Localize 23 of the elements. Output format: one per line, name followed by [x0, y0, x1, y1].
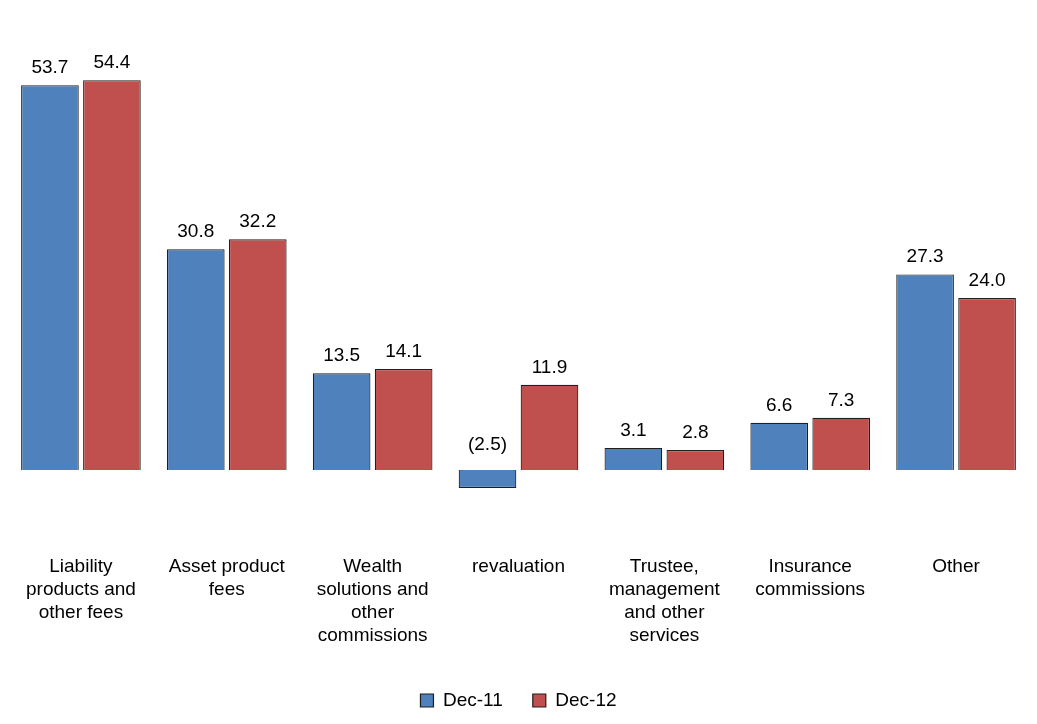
x-tick-label: Asset product fees [168, 555, 286, 600]
data-label: (2.5) [467, 432, 508, 454]
data-label: 11.9 [531, 355, 568, 377]
data-label: 14.1 [385, 339, 423, 361]
data-label: 13.5 [323, 344, 361, 366]
x-tick-label: Liability products and other fees [26, 555, 136, 623]
x-tick-label: Other [932, 555, 981, 577]
legend-label: Dec-11 [442, 688, 503, 710]
data-label: 54.4 [93, 50, 131, 72]
data-label: 32.2 [239, 210, 277, 232]
data-label: 53.7 [31, 55, 69, 77]
x-tick-label: Insurance commissions [755, 555, 866, 600]
x-tick-label: Trustee, management and other services [608, 555, 721, 645]
data-label: 3.1 [620, 418, 647, 440]
data-label: 30.8 [177, 220, 215, 242]
data-label: 24.0 [968, 268, 1006, 290]
data-label: 6.6 [766, 393, 793, 415]
data-label: 27.3 [906, 245, 944, 267]
x-tick-label: Wealth solutions and other commissions [316, 555, 429, 645]
x-tick-label: revaluation [472, 555, 565, 577]
legend-label: Dec-12 [555, 688, 617, 710]
data-label: 2.8 [682, 420, 709, 442]
data-label: 7.3 [828, 388, 855, 410]
